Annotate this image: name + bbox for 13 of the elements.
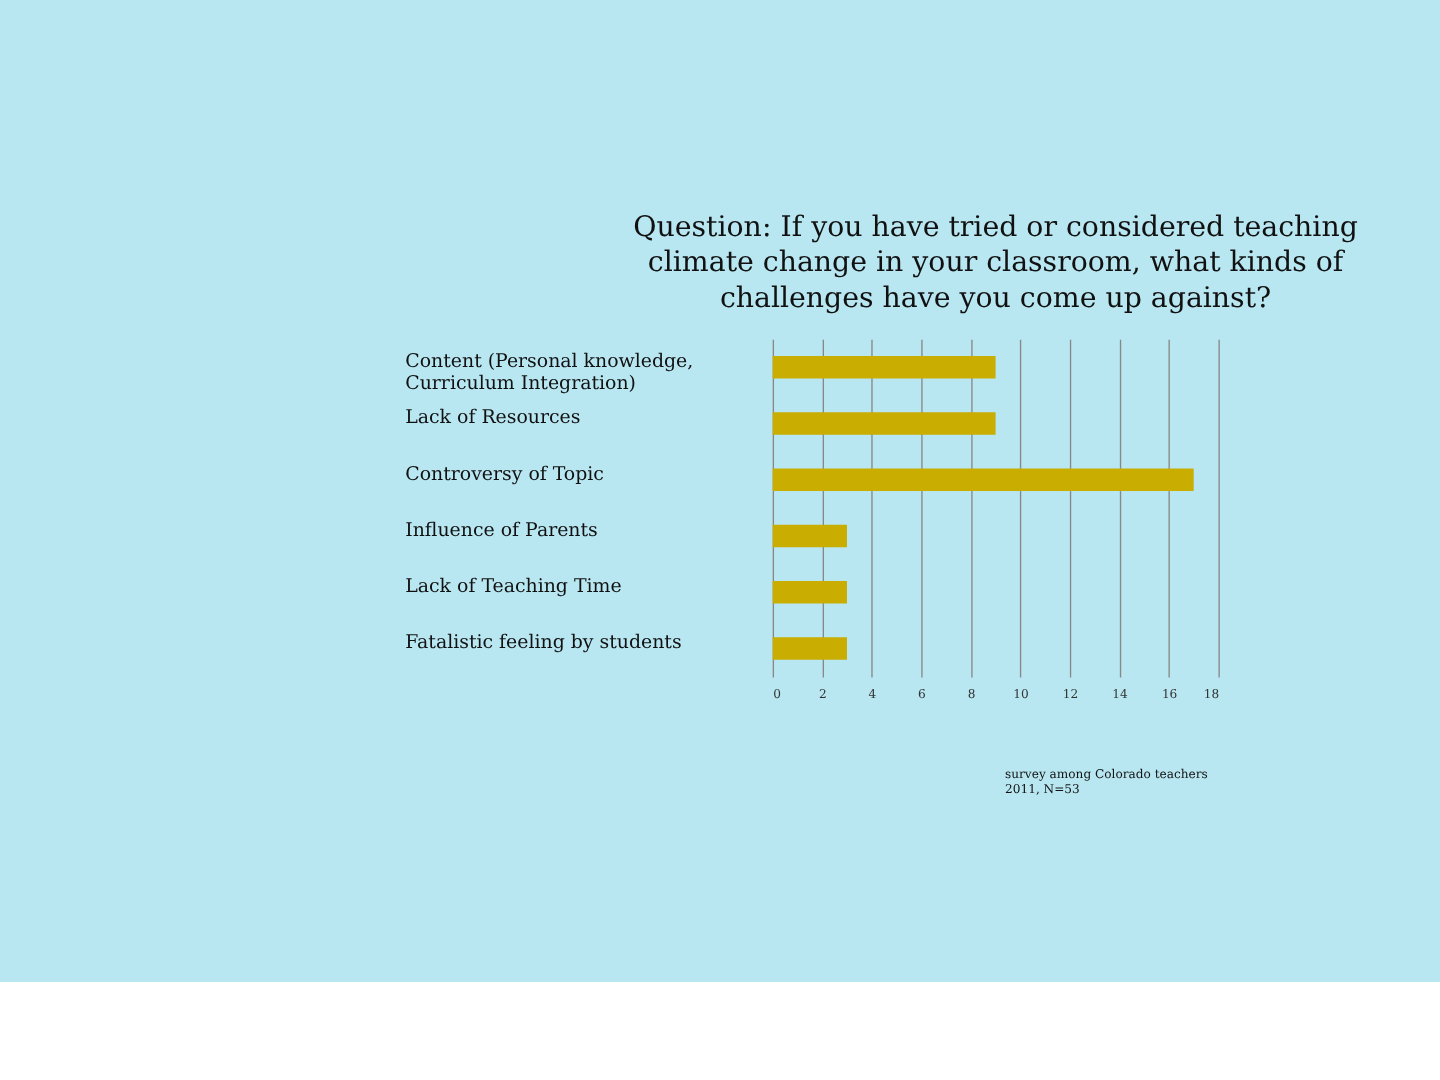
bar bbox=[772, 355, 996, 379]
y-tick-label: Lack of Resources bbox=[405, 407, 581, 430]
y-tick-label: Fatalistic feeling by students bbox=[405, 632, 682, 655]
chart-title: Question: If you have tried or considered teaching climate change in your classroom, what kinds of challenges have you come up against? bbox=[633, 212, 1358, 315]
bar bbox=[772, 412, 996, 435]
y-tick-label: Lack of Teaching Time bbox=[405, 576, 623, 599]
y-tick-label: Influence of Parents bbox=[405, 519, 599, 542]
y-tick-label: Controversy of Topic bbox=[405, 463, 604, 486]
y-tick-label: Content (Personal knowledge, Curriculum Integration) bbox=[405, 350, 694, 395]
bar bbox=[772, 468, 1194, 491]
bar bbox=[772, 637, 847, 660]
bar bbox=[772, 581, 847, 604]
bar bbox=[772, 524, 847, 548]
